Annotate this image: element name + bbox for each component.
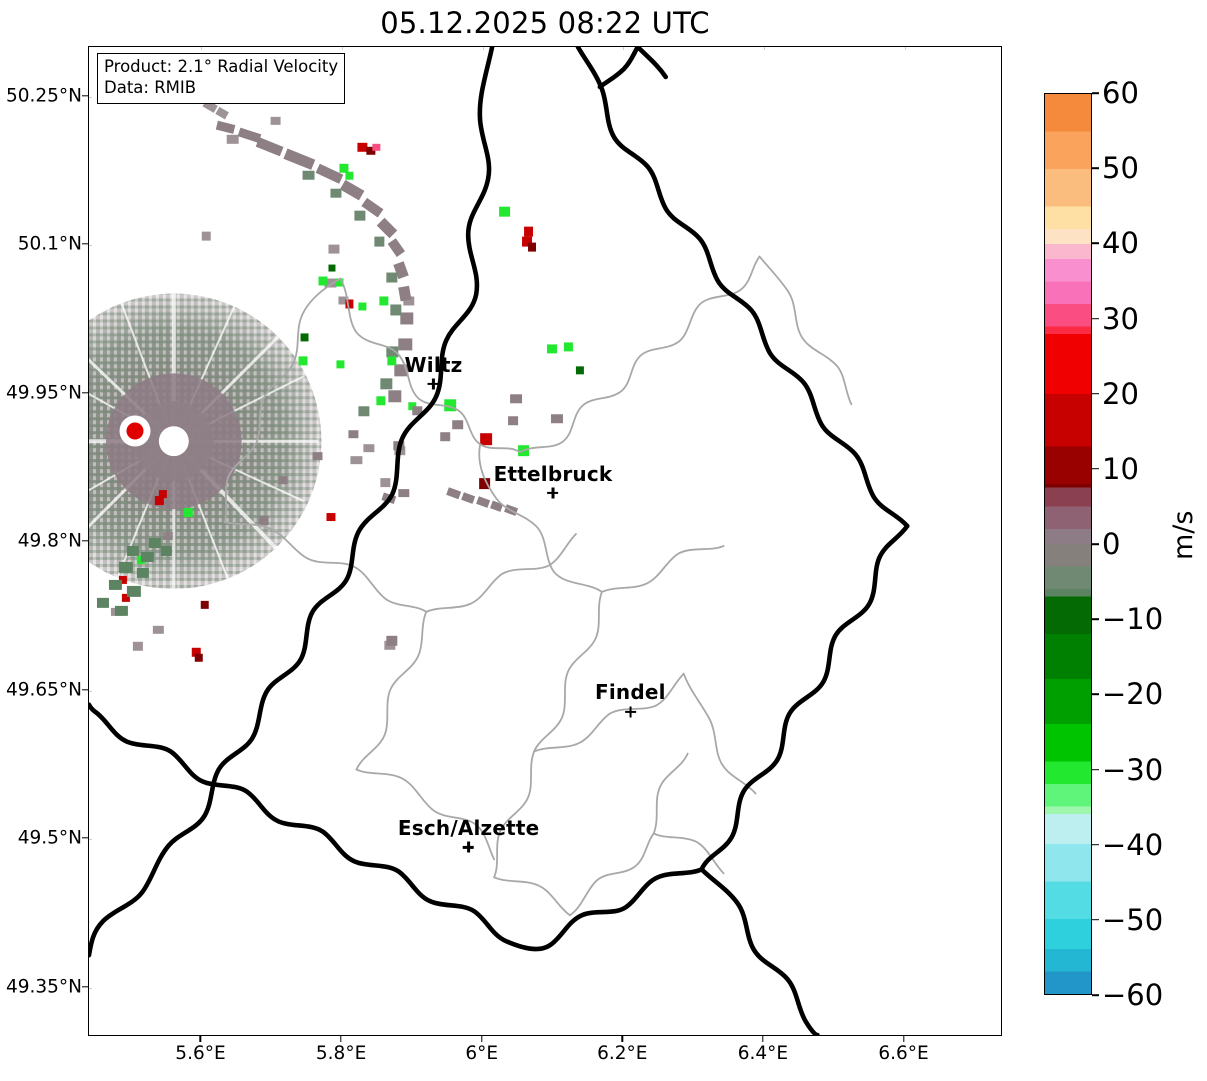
x-axis-tick-mark: [481, 1036, 483, 1042]
colorbar-tick-mark: [1092, 167, 1099, 169]
gridline-horizontal: [89, 987, 1001, 989]
y-axis-tick-mark: [82, 837, 88, 839]
colorbar-tick-label: −60: [1102, 978, 1164, 1012]
colorbar-tick-mark: [1092, 392, 1099, 395]
colorbar-tick-mark: [1092, 618, 1099, 620]
colorbar-tick-label: −40: [1102, 827, 1164, 862]
colorbar-tick-label: 30: [1102, 301, 1139, 336]
colorbar-tick-label: 10: [1102, 451, 1139, 486]
colorbar-axis-title: m/s: [1168, 510, 1199, 560]
city-cross-marker-icon: [405, 378, 463, 391]
x-axis-tick-mark: [762, 1036, 764, 1042]
y-axis-tick-label: 49.95°N: [5, 382, 82, 403]
city-name: Wiltz: [404, 352, 463, 377]
info-data-line: Data: RMIB: [104, 77, 197, 97]
y-axis-tick-mark: [82, 391, 88, 394]
colorbar-tick-label: 40: [1102, 226, 1139, 261]
colorbar-tick-mark: [1092, 919, 1099, 921]
city-label-ettelbruck: Ettelbruck: [494, 462, 613, 500]
colorbar-tick-mark: [1092, 994, 1099, 996]
y-axis-tick-label: 50.1°N: [17, 233, 82, 255]
city-name: Esch/Alzette: [397, 815, 540, 840]
gridline-horizontal: [89, 245, 1001, 246]
city-cross-marker-icon: [494, 487, 613, 500]
colorbar-tick-label: −50: [1102, 902, 1164, 937]
colorbar-tick-label: 50: [1102, 151, 1139, 186]
colorbar-tick-label: −10: [1102, 602, 1164, 637]
city-label-wiltz: Wiltz: [405, 353, 463, 391]
radar-map-plot[interactable]: Wiltz Ettelbruck Findel Esch/Alzette Produc…: [88, 46, 1002, 1036]
colorbar-tick-mark: [1092, 843, 1099, 846]
colorbar[interactable]: [1044, 93, 1092, 995]
city-name: Findel: [595, 680, 666, 705]
city-label-findel: Findel: [595, 680, 666, 718]
y-axis-tick-mark: [82, 94, 88, 97]
colorbar-tick-mark: [1092, 317, 1099, 320]
colorbar-tick-mark: [1092, 242, 1099, 245]
city-name: Ettelbruck: [493, 461, 613, 486]
colorbar-tick-mark: [1092, 92, 1099, 94]
gridline-vertical: [623, 47, 625, 1035]
x-axis-tick-label: 5.8°E: [315, 1043, 367, 1064]
x-axis-tick-label: 6.6°E: [878, 1043, 929, 1064]
y-axis-tick-mark: [82, 243, 88, 245]
y-axis-tick-mark: [82, 688, 88, 691]
y-axis-tick-mark: [82, 540, 88, 542]
colorbar-tick-label: −20: [1102, 677, 1164, 712]
radar-station-marker[interactable]: [126, 422, 144, 440]
colorbar-tick-label: 0: [1102, 527, 1121, 561]
colorbar-tick-mark: [1092, 543, 1099, 545]
gridline-horizontal: [89, 96, 1001, 98]
city-cross-marker-icon: [595, 705, 666, 718]
x-axis-tick-label: 6.2°E: [597, 1043, 648, 1064]
x-axis-tick-mark: [902, 1036, 905, 1042]
colorbar-tick-mark: [1092, 768, 1099, 771]
x-axis-tick-mark: [199, 1036, 202, 1042]
radar-echo-layer: [89, 99, 584, 662]
page-title: 05.12.2025 08:22 UTC: [380, 6, 710, 40]
colorbar-tick-mark: [1092, 468, 1099, 470]
product-info-box: Product: 2.1° Radial Velocity Data: RMIB: [97, 53, 346, 104]
y-axis-tick-label: 49.5°N: [17, 827, 82, 849]
y-axis-tick-label: 49.35°N: [5, 976, 82, 997]
colorbar-tick-label: 20: [1102, 376, 1139, 411]
x-axis-tick-mark: [340, 1036, 342, 1042]
y-axis-tick-mark: [82, 985, 88, 988]
colorbar-tick-label: −30: [1102, 752, 1164, 787]
city-label-esch-alzette: Esch/Alzette: [398, 816, 540, 854]
colorbar-tick-mark: [1092, 693, 1099, 696]
x-axis-tick-label: 6°E: [465, 1043, 499, 1064]
y-axis-tick-label: 50.25°N: [5, 85, 82, 106]
city-cross-marker-icon: [398, 841, 540, 854]
y-axis-tick-label: 49.8°N: [17, 530, 82, 552]
info-product-line: Product: 2.1° Radial Velocity: [104, 57, 339, 76]
y-axis-tick-label: 49.65°N: [5, 679, 82, 700]
colorbar-gradient: [1045, 94, 1091, 994]
x-axis-tick-label: 5.6°E: [175, 1043, 226, 1064]
colorbar-tick-label: 60: [1102, 76, 1139, 110]
x-axis-tick-label: 6.4°E: [737, 1043, 789, 1064]
x-axis-tick-mark: [621, 1036, 624, 1042]
